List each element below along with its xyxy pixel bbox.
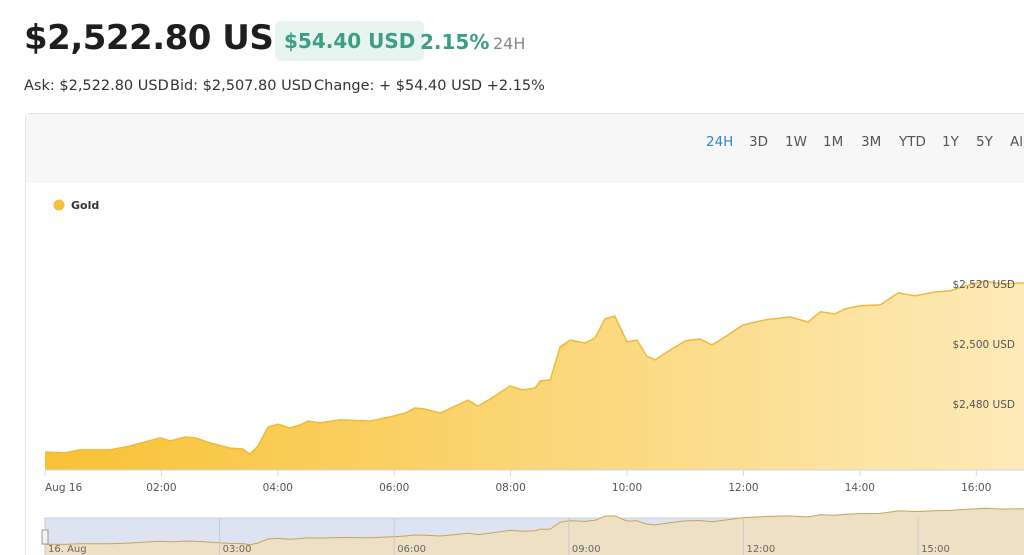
range-button[interactable]: YTD bbox=[899, 134, 926, 150]
navigator-label: 15:00 bbox=[921, 544, 950, 555]
x-tick-label: 16:00 bbox=[961, 482, 991, 494]
range-button[interactable]: 24H bbox=[706, 134, 734, 150]
x-tick-label: 08:00 bbox=[496, 482, 526, 494]
x-tick-label: 12:00 bbox=[728, 482, 758, 494]
x-tick-label: 14:00 bbox=[845, 482, 875, 494]
navigator-series-line bbox=[44, 507, 1024, 546]
range-bar bbox=[26, 114, 1024, 183]
x-tick-label: Aug 16 bbox=[45, 482, 83, 494]
range-button[interactable]: 1Y bbox=[942, 134, 959, 150]
x-tick-label: 06:00 bbox=[379, 482, 409, 494]
range-button[interactable]: 3M bbox=[861, 134, 882, 150]
period: 24H bbox=[493, 34, 526, 53]
change-detail: Change: + $54.40 USD +2.15% bbox=[314, 78, 545, 94]
range-button[interactable]: 5Y bbox=[976, 134, 993, 150]
navigator-label: 06:00 bbox=[397, 544, 426, 555]
navigator-label: 12:00 bbox=[746, 544, 775, 555]
chart-frame bbox=[25, 113, 1024, 555]
navigator-series-fill bbox=[45, 508, 1024, 555]
navigator-label: 16. Aug bbox=[48, 544, 87, 555]
ask: Ask: $2,522.80 USD bbox=[24, 78, 169, 94]
price: $2,522.80 USD bbox=[24, 18, 302, 58]
x-tick-label: 02:00 bbox=[146, 482, 176, 494]
bid: Bid: $2,507.80 USD bbox=[170, 78, 313, 94]
y-tick-label: $2,520 USD bbox=[952, 279, 1015, 291]
change-badge: $54.40 USD bbox=[275, 21, 425, 61]
x-tick-label: 10:00 bbox=[612, 482, 642, 494]
change-percent: 2.15% bbox=[420, 30, 490, 54]
legend-marker bbox=[53, 199, 65, 211]
x-tick-label: 04:00 bbox=[263, 482, 293, 494]
legend-label: Gold bbox=[71, 199, 99, 212]
navigator-handle bbox=[41, 529, 49, 545]
navigator-label: 03:00 bbox=[223, 544, 252, 555]
y-tick-label: $2,500 USD bbox=[952, 339, 1015, 351]
y-tick-label: $2,480 USD bbox=[952, 399, 1015, 411]
navigator-label: 09:00 bbox=[572, 544, 601, 555]
range-button[interactable]: 1M bbox=[823, 134, 844, 150]
range-button[interactable]: 3D bbox=[749, 134, 768, 150]
area-fill bbox=[45, 280, 1024, 470]
range-button[interactable]: All bbox=[1010, 134, 1024, 150]
range-button[interactable]: 1W bbox=[785, 134, 807, 150]
area-line bbox=[44, 280, 1024, 456]
